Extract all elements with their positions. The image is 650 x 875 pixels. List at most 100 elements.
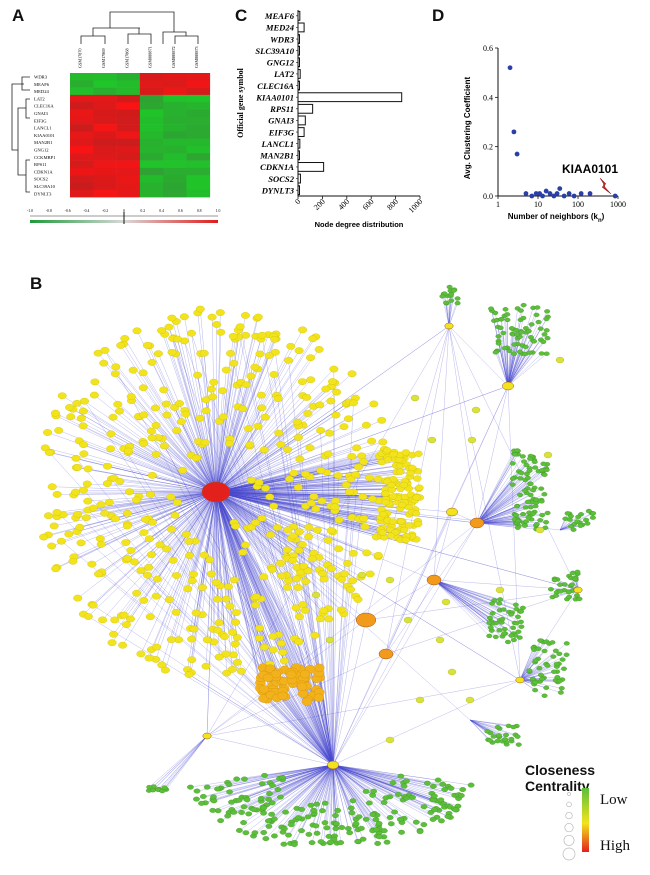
network-node [215,309,225,316]
network-node [487,625,494,630]
network-node [166,525,176,533]
network-node [294,528,304,536]
network-node [401,536,410,544]
network-edge [129,446,217,493]
network-node [209,378,219,386]
network-node [172,572,181,579]
heatmap-cell [163,182,187,191]
heatmap-cell [70,109,94,118]
network-node [155,541,165,549]
network-node [203,784,211,790]
bar-category-label: KIAA0101 [255,92,294,102]
network-edge [251,480,334,766]
network-node [106,430,116,438]
network-node [52,491,62,498]
network-node [308,840,316,846]
bar [297,80,300,91]
network-node [146,427,156,435]
network-edge [206,679,521,737]
network-edge [122,491,217,646]
bar [297,22,305,33]
heatmap-cell [163,73,187,81]
network-edge [215,491,383,533]
network-edge [268,764,334,822]
heatmap-cell [70,182,94,191]
network-edge [215,324,217,493]
network-node [78,422,88,430]
network-node [279,829,287,835]
legend-title: Closeness Centrality [525,762,596,794]
network-edge [215,336,274,493]
network-node [284,577,293,585]
network-node [361,421,371,429]
network-edge [330,764,334,843]
network-node [563,641,570,646]
network-edge [151,362,217,493]
network-node [313,830,321,836]
network-node [267,566,277,573]
network-node [136,567,146,574]
network-edge [166,403,217,493]
network-node [226,789,233,795]
network-node [357,452,367,460]
network-node [351,471,361,479]
network-node [144,535,154,543]
network-edge [332,764,435,797]
network-edge [476,478,514,524]
panel-d-letter: D [432,6,445,25]
network-edge [519,671,555,681]
network-node [509,461,516,466]
network-node [187,784,194,790]
panel-b-letter: B [30,274,43,293]
network-node [576,596,583,602]
network-edge [215,491,329,620]
network-node [200,439,210,446]
network-node [230,522,240,530]
network-node [88,504,98,512]
network-node [151,422,161,429]
network-edge [61,491,217,542]
network-node [543,351,550,356]
network-edge [328,764,334,837]
network-edge [504,315,509,387]
heatmap-cell [163,175,187,183]
network-node [452,807,460,813]
network-node [347,452,357,460]
network-edge [507,344,518,387]
network-node [319,808,326,814]
network-edge [365,589,579,621]
heatmap-cell [93,116,117,125]
heatmap-row-label: MAN2B1 [34,140,53,145]
network-node [88,601,98,609]
network-node [337,840,345,846]
network-edge [93,491,217,606]
network-node [199,551,209,559]
network-node [73,594,83,602]
scatter-point [554,191,560,196]
network-edge [507,330,517,387]
network-node [343,560,353,567]
network-node [519,605,526,611]
network-node [99,359,109,367]
network-node [529,511,536,516]
network-node [344,826,352,831]
network-node [294,613,304,620]
network-node [386,532,396,539]
network-node [414,450,423,457]
network-edge [113,477,217,493]
heatmap-cell [116,182,141,191]
network-edge [285,764,334,813]
network-node [283,526,293,534]
network-node [291,604,301,612]
network-node [501,626,508,632]
network-edge [164,334,217,493]
network-node [585,508,592,514]
network-hub-node [515,676,525,684]
heatmap-scale-tick: 0.8 [197,209,202,213]
network-node [256,391,266,399]
network-node [522,344,529,350]
network-edge [83,410,217,493]
panel-a-letter: A [12,6,25,25]
network-node [362,816,370,822]
